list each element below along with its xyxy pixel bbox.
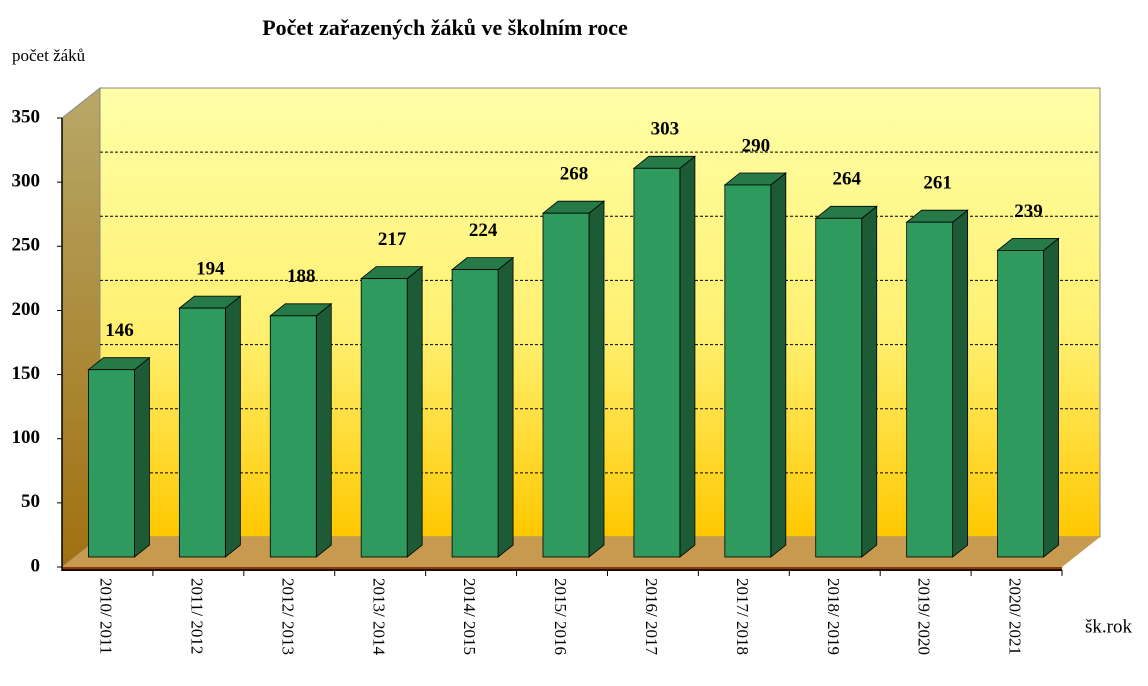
bar-side [406, 265, 423, 558]
x-tick-label: 2018/ 2019 [824, 578, 843, 655]
y-tick-label: 200 [12, 299, 41, 320]
data-label: 224 [469, 220, 498, 241]
bar [633, 167, 681, 558]
y-axis-label: počet žáků [12, 46, 86, 65]
bar [269, 315, 317, 558]
bar [997, 249, 1044, 558]
data-label: 188 [287, 266, 316, 287]
y-tick-label: 100 [12, 427, 41, 448]
bar-side [861, 205, 878, 558]
bar-side [134, 356, 150, 558]
bar [815, 217, 863, 558]
bar [88, 369, 135, 558]
chart-title: Počet zařazených žáků ve školním roce [262, 15, 628, 40]
bar [906, 221, 954, 558]
bar [451, 269, 499, 558]
data-label: 239 [1014, 201, 1043, 222]
bar [178, 307, 226, 558]
data-label: 261 [923, 173, 952, 194]
bar-side [770, 172, 787, 558]
x-tick-label: 2011/ 2012 [187, 578, 206, 654]
y-tick-label: 350 [12, 106, 41, 127]
bar-side [224, 295, 241, 558]
bar-side [315, 302, 332, 558]
x-tick-label: 2014/ 2015 [460, 578, 479, 655]
data-label: 217 [378, 229, 407, 250]
bar [542, 212, 590, 558]
bar-side [952, 209, 969, 558]
x-tick-label: 2016/ 2017 [642, 578, 661, 655]
data-label: 194 [196, 258, 225, 279]
bar [360, 278, 408, 558]
x-tick-label: 2015/ 2016 [551, 578, 570, 655]
y-tick-label: 150 [12, 363, 41, 384]
bar-side [1043, 237, 1059, 558]
y-tick-label: 50 [21, 491, 40, 512]
x-tick-label: 2020/ 2021 [1006, 578, 1025, 655]
bar-side [588, 200, 605, 558]
data-label: 268 [560, 164, 589, 185]
y-tick-label: 0 [31, 555, 41, 576]
bar-side [497, 256, 514, 558]
x-tick-label: 2019/ 2020 [915, 578, 934, 655]
data-label: 290 [742, 135, 771, 156]
x-axis-label: šk.rok [1085, 616, 1132, 637]
x-tick-label: 2012/ 2013 [278, 578, 297, 655]
data-label: 264 [832, 169, 861, 190]
data-label: 146 [105, 320, 134, 341]
y-tick-label: 250 [12, 235, 41, 256]
y-tick-label: 300 [12, 171, 41, 192]
bar [724, 184, 772, 558]
x-tick-label: 2013/ 2014 [369, 578, 388, 655]
x-tick-label: 2017/ 2018 [733, 578, 752, 655]
x-tick-label: 2010/ 2011 [97, 578, 116, 654]
bar-side [679, 155, 696, 558]
data-label: 303 [651, 119, 680, 140]
